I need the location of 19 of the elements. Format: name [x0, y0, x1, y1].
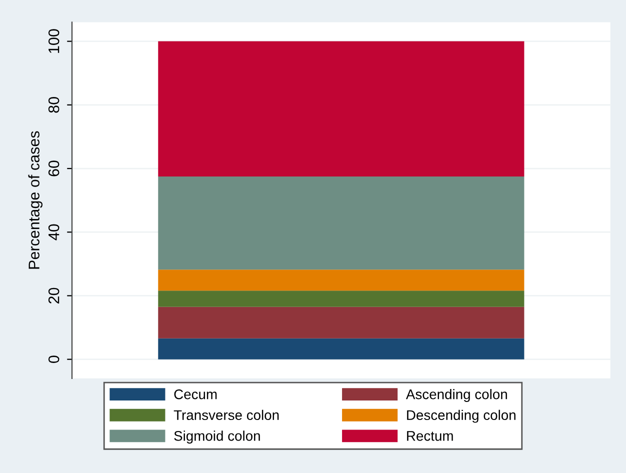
- y-tick-label: 80: [48, 97, 60, 113]
- y-axis-title: Percentage of cases: [28, 131, 42, 269]
- y-tick-label: 20: [48, 288, 60, 304]
- bar: [158, 290, 524, 307]
- y-tick-label: 100: [48, 29, 60, 53]
- legend-label: Sigmoid colon: [174, 430, 260, 444]
- legend-label: Descending colon: [407, 410, 516, 423]
- bar: [158, 270, 524, 291]
- bar: [158, 41, 524, 176]
- legend-label: Ascending colon: [406, 389, 507, 402]
- bar: [158, 306, 524, 338]
- y-tick-label: 40: [48, 224, 60, 240]
- y-tick-label: 0: [48, 356, 60, 363]
- legend-label: Cecum: [174, 389, 217, 400]
- bar: [158, 176, 524, 270]
- legend-label: Transverse colon: [174, 410, 279, 420]
- legend-label: Rectum: [407, 431, 453, 441]
- bar: [158, 338, 524, 360]
- y-tick-label: 60: [48, 160, 60, 176]
